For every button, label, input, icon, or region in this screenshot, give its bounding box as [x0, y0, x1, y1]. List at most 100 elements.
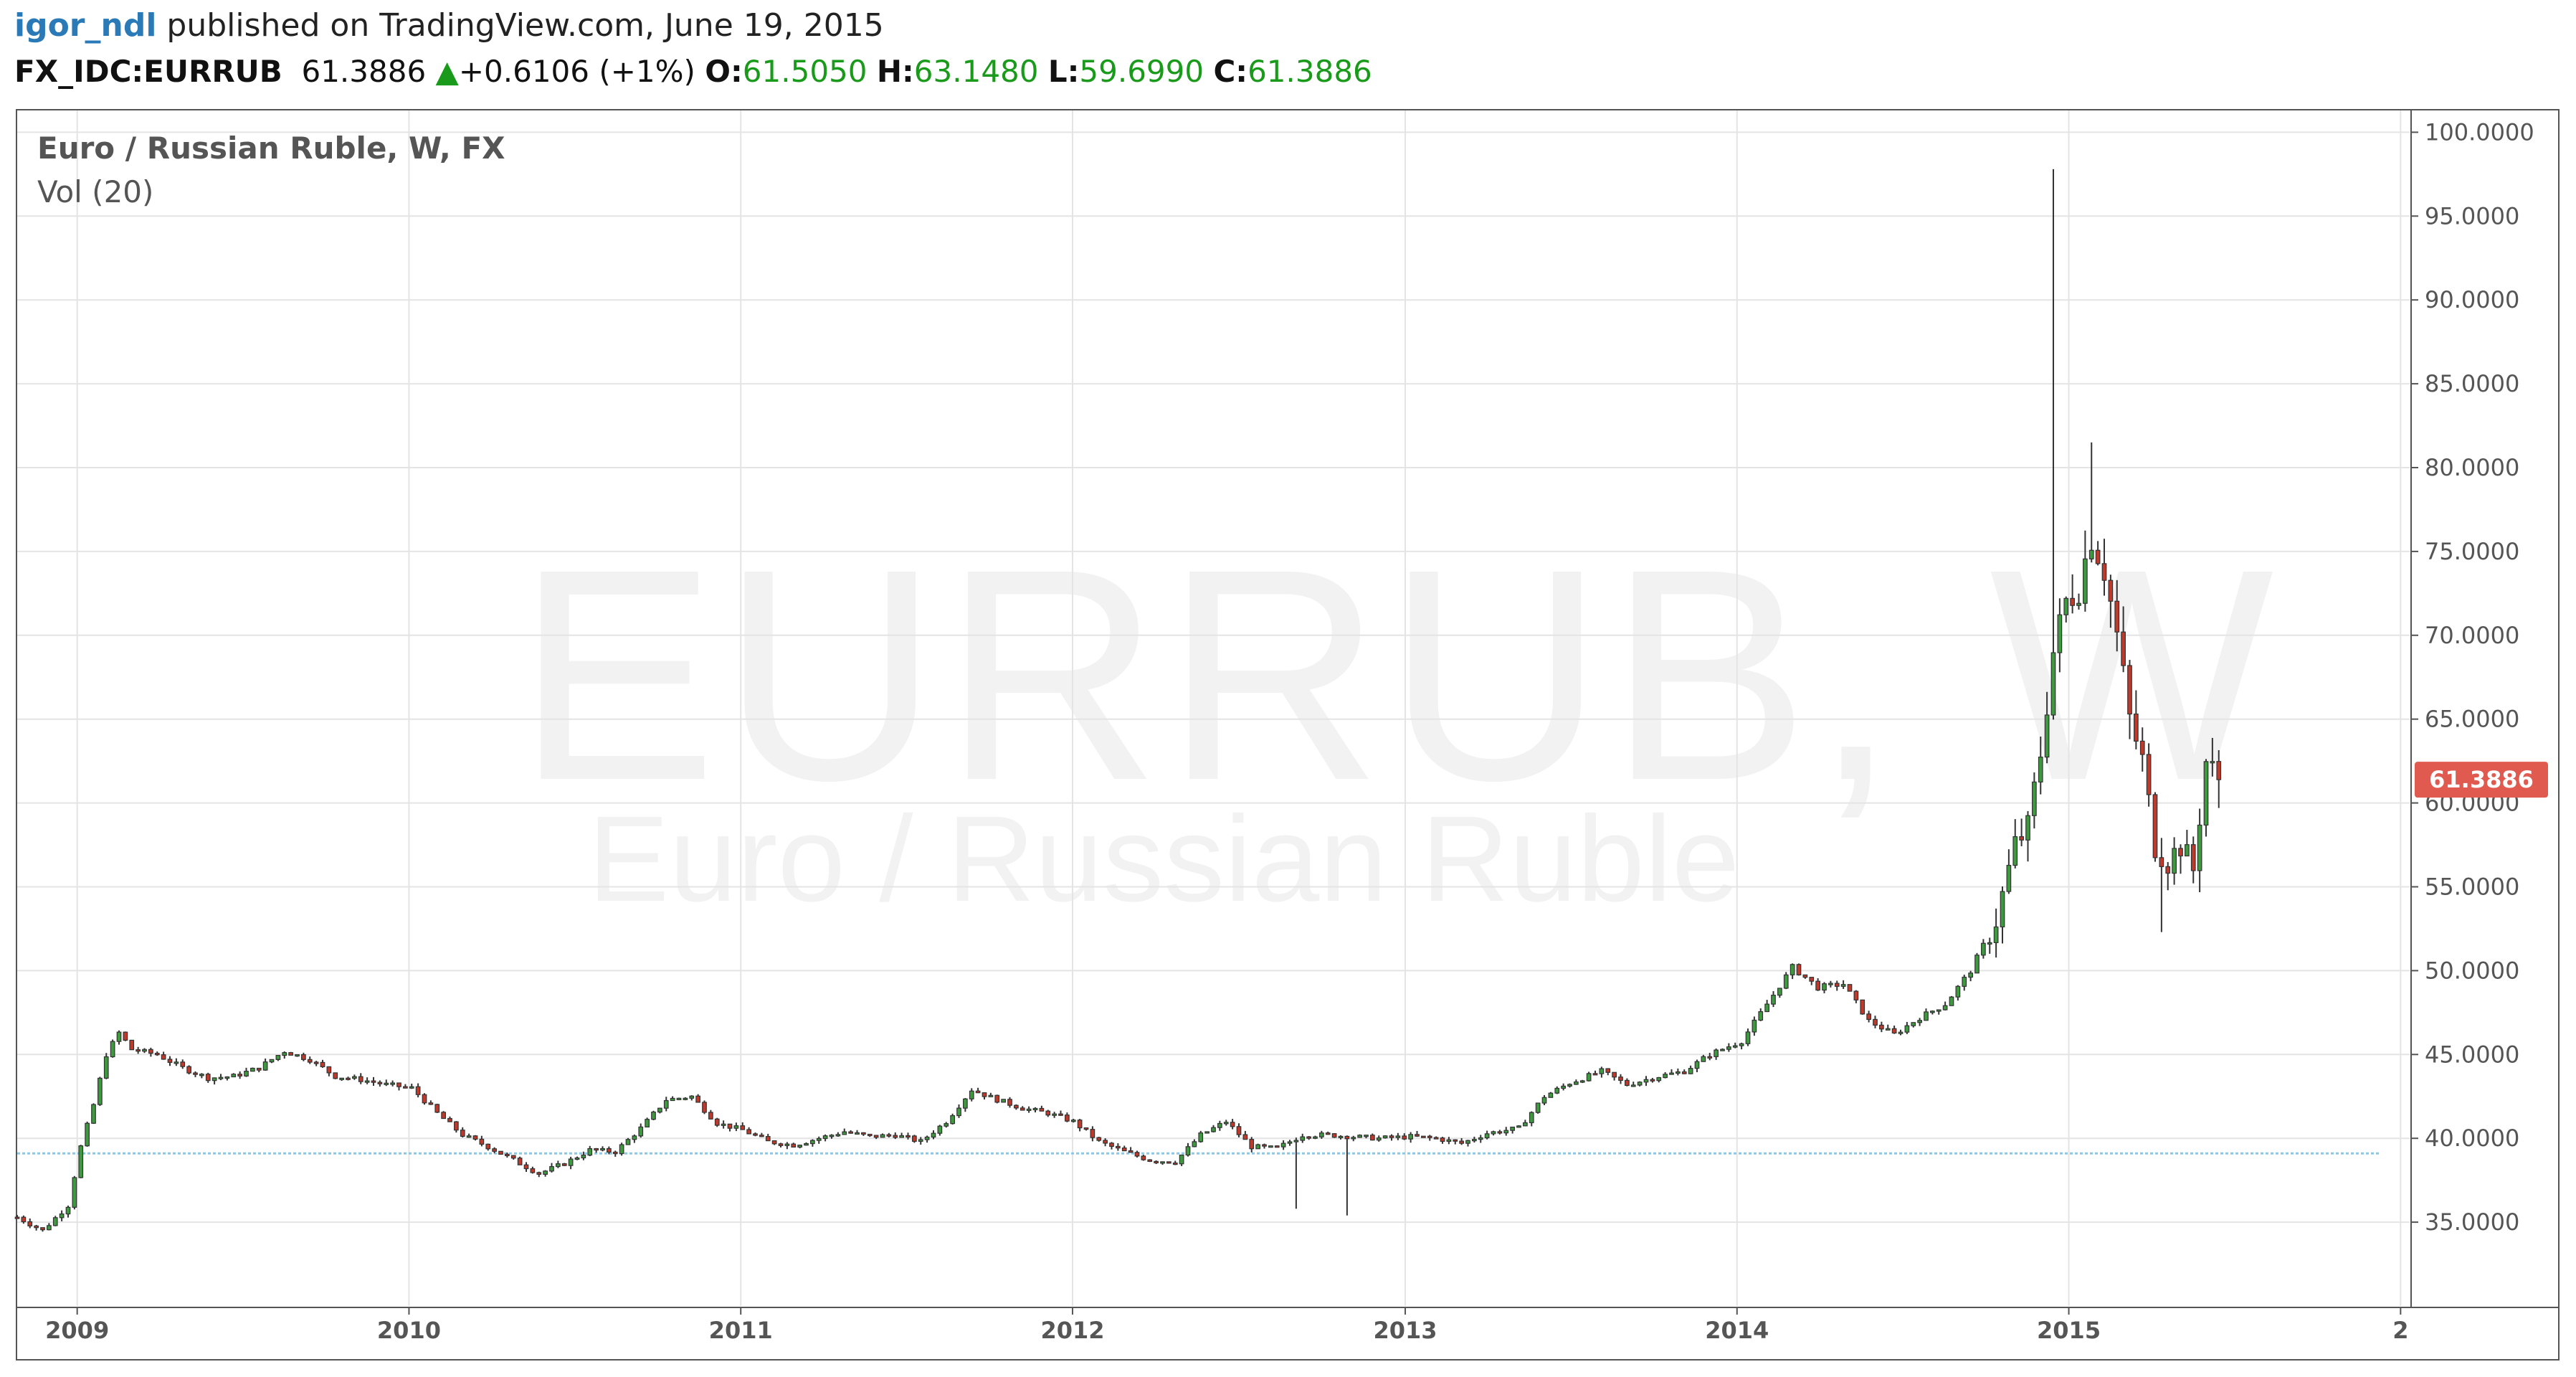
candle-down [727, 1123, 733, 1132]
candle-body [1415, 1134, 1420, 1137]
candle-up [899, 1132, 904, 1138]
candle-up [1656, 1076, 1662, 1083]
candle-body [1351, 1137, 1356, 1140]
candle-down [1873, 1016, 1878, 1028]
candle-down [740, 1122, 746, 1130]
candle-body [1045, 1110, 1051, 1116]
candle-up [2025, 810, 2030, 862]
candle-body [454, 1121, 459, 1131]
candle-body [600, 1148, 605, 1151]
candle-body [1421, 1135, 1426, 1138]
candle-body [1217, 1122, 1222, 1128]
candle-down [2134, 690, 2139, 749]
candle-down [1230, 1119, 1235, 1130]
symbol-label[interactable]: FX_IDC:EURRUB [14, 54, 282, 89]
candle-body [1917, 1020, 1922, 1023]
candle-body [543, 1170, 548, 1175]
candle-down [714, 1117, 720, 1127]
candle-body [2114, 600, 2120, 633]
candle-down [346, 1076, 351, 1081]
candle-body [40, 1227, 45, 1231]
candle-down [1249, 1137, 1255, 1153]
candle-body [619, 1144, 624, 1155]
candle-down [982, 1092, 987, 1100]
candle-down [1497, 1130, 1503, 1135]
candle-body [918, 1139, 923, 1142]
candle-body [1280, 1142, 1286, 1148]
candle-body [1357, 1135, 1362, 1138]
chart-area[interactable] [16, 109, 2560, 1361]
candle-up [1924, 1008, 1929, 1021]
candle-body [85, 1122, 90, 1147]
candle-body [1574, 1081, 1579, 1085]
candle-up [1185, 1142, 1191, 1157]
candle-up [116, 1030, 122, 1045]
candle-body [797, 1145, 802, 1148]
candle-body [326, 1066, 332, 1074]
candle-body [1338, 1135, 1344, 1139]
author-link[interactable]: igor_ndl [14, 7, 157, 44]
candle-body [320, 1061, 325, 1067]
price-axis[interactable]: 35.000040.000045.000050.000055.000060.00… [2411, 118, 2534, 1236]
candle-body [2159, 857, 2164, 867]
candle-up [1637, 1081, 1643, 1087]
candle-body [632, 1135, 637, 1140]
candle-up [218, 1074, 224, 1081]
candle-down [1879, 1021, 1884, 1033]
candle-body [1236, 1126, 1242, 1135]
candle-body [1090, 1129, 1095, 1138]
candle-body [2012, 836, 2018, 866]
candle-body [1058, 1113, 1063, 1116]
candle-body [180, 1061, 186, 1067]
candle-body [1331, 1133, 1337, 1138]
candle-down [193, 1071, 198, 1077]
candle-body [47, 1225, 52, 1231]
candle-down [1707, 1053, 1713, 1061]
candle-up [1949, 995, 1954, 1006]
candle-up [1160, 1161, 1165, 1165]
candle-up [937, 1125, 943, 1136]
candle-body [1306, 1136, 1311, 1139]
candle-down [256, 1067, 262, 1073]
candle-down [1083, 1127, 1089, 1131]
candle-up [275, 1054, 281, 1061]
candle-down [472, 1135, 478, 1141]
price-tick-label: 75.0000 [2425, 538, 2519, 565]
candle-body [2185, 844, 2190, 857]
candle-body [708, 1112, 713, 1120]
series-legend[interactable]: Euro / Russian Ruble, W, FX [37, 131, 505, 166]
candle-up [625, 1137, 631, 1145]
price-tick-label: 55.0000 [2425, 873, 2519, 900]
candle-body [1764, 1003, 1769, 1013]
candle-body [2083, 558, 2088, 604]
time-tick-label: 2015 [2037, 1317, 2101, 1344]
time-axis[interactable]: 2009 2010 2011 2012 2013 2014 2015 2 [45, 1307, 2408, 1344]
candle-body [963, 1098, 968, 1109]
candle-up [1255, 1143, 1260, 1150]
candle-body [899, 1135, 904, 1138]
candle-body [1433, 1137, 1439, 1140]
indicator-legend[interactable]: Vol (20) [37, 174, 154, 209]
candle-down [186, 1065, 191, 1075]
candle-up [409, 1083, 414, 1089]
candle-down [1421, 1135, 1426, 1138]
candle-down [906, 1132, 911, 1140]
candle-down [1242, 1130, 1248, 1140]
candle-up [657, 1107, 662, 1114]
candle-up [670, 1096, 675, 1102]
candle-up [2172, 837, 2177, 885]
candle-body [523, 1164, 529, 1170]
candle-body [536, 1172, 542, 1175]
candle-down [34, 1224, 39, 1231]
candle-up [78, 1145, 84, 1178]
candle-body [1809, 977, 1815, 982]
candle-down [492, 1147, 497, 1153]
candle-body [1548, 1092, 1554, 1098]
candle-body [1491, 1131, 1496, 1135]
candle-body [2190, 844, 2196, 871]
candle-down [530, 1166, 536, 1174]
time-tick-label: 2011 [709, 1317, 773, 1344]
candle-body [237, 1074, 242, 1076]
candle-body [702, 1102, 707, 1113]
